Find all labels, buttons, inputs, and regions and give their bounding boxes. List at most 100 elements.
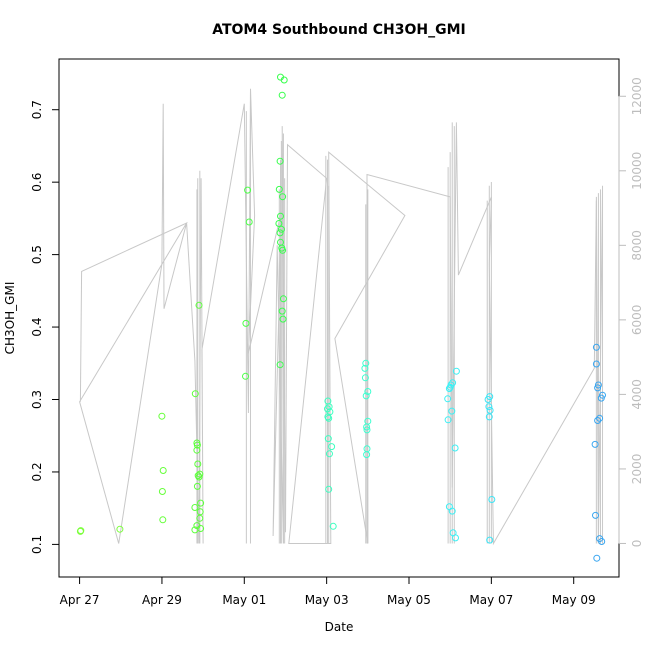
y-axis: 0.1 0.2 0.3 0.4 0.5 0.6 0.7 [30,100,60,554]
data-point [486,536,494,544]
data-point [364,388,372,395]
x-axis-label: Date [325,620,354,634]
y2-tick-label: 0 [630,540,644,548]
plot-frame [58,58,620,578]
y2-tick-label: 6000 [630,305,644,336]
y-tick-label: 0.4 [30,318,44,337]
data-point [362,392,370,400]
x-tick-label: May 03 [305,593,349,607]
data-point [245,218,253,226]
y-tick-label: 0.6 [30,173,44,192]
x-axis: Apr 27 Apr 29 May 01 May 03 May 05 May 07 May … [60,576,596,607]
data-point [596,414,604,422]
y-tick-label: 0.3 [30,390,44,409]
data-point [591,440,599,448]
data-point [197,499,205,507]
data-point [325,485,333,493]
data-point [363,451,371,459]
data-point [329,522,337,530]
data-point [592,511,599,519]
data-point [363,423,371,431]
data-point [452,534,459,542]
y-tick-label: 0.2 [30,462,44,481]
data-point [597,394,605,402]
altitude-line [79,88,603,546]
data-point [326,450,333,458]
data-point [444,395,452,403]
data-point [275,220,283,227]
data-point [193,446,201,454]
data-point [116,525,124,533]
data-point [485,403,493,411]
data-point [488,496,496,503]
y-tick-label: 0.1 [30,535,44,554]
data-point [325,414,333,422]
data-point [593,554,601,562]
data-point [279,315,287,323]
data-point [194,460,202,468]
data-point [197,525,205,532]
data-point [193,441,201,449]
data-point [196,470,204,478]
y-axis-label: CH3OH_GMI [3,282,17,355]
data-point [77,527,85,535]
data-point [159,467,167,474]
data-point [242,319,250,327]
data-point [594,417,602,424]
data-point [278,307,286,315]
data-point [448,407,456,415]
data-point [362,359,370,367]
data-point [242,372,249,380]
data-point [279,246,287,254]
data-point [195,473,203,481]
data-point [451,444,459,452]
x-tick-label: May 07 [469,593,513,607]
data-point [196,514,204,522]
y2-tick-label: 10000 [630,152,644,190]
chart-title: ATOM4 Southbound CH3OH_GMI [212,22,466,38]
data-point [361,374,369,382]
data-point [191,390,199,398]
data-point [328,443,336,451]
y2-tick-label: 8000 [630,230,644,261]
data-point [276,157,284,165]
data-point [598,538,606,545]
data-point [275,185,283,193]
data-point [592,343,600,351]
data-point [279,295,287,303]
x-tick-label: Apr 29 [142,593,182,607]
data-point [592,360,600,368]
x-tick-label: May 01 [222,593,266,607]
data-point [276,229,284,237]
data-point [324,435,332,443]
data-point [196,508,204,516]
data-point [445,385,453,393]
data-point [486,406,494,414]
y2-tick-label: 2000 [630,454,644,485]
data-point [280,76,288,84]
data-point [276,361,284,369]
y-tick-label: 0.7 [30,100,44,119]
data-point [361,364,369,372]
data-point [277,225,285,233]
data-point [325,403,333,411]
x-tick-label: May 05 [387,593,431,607]
altitude-line-layer [79,88,604,546]
y2-axis: 0 2000 4000 6000 8000 10000 12000 [618,77,644,548]
data-point [191,504,199,511]
data-point [446,383,454,391]
data-point [244,186,252,194]
data-point [485,413,493,421]
x-tick-label: May 09 [552,593,596,607]
data-point [452,367,460,375]
data-point [277,212,284,220]
data-point [486,393,494,401]
data-point [279,193,287,201]
data-point [158,488,166,495]
data-point [448,507,456,515]
data-point [445,503,453,511]
data-point [594,384,602,392]
data-point [158,412,166,420]
data-point [194,472,202,480]
